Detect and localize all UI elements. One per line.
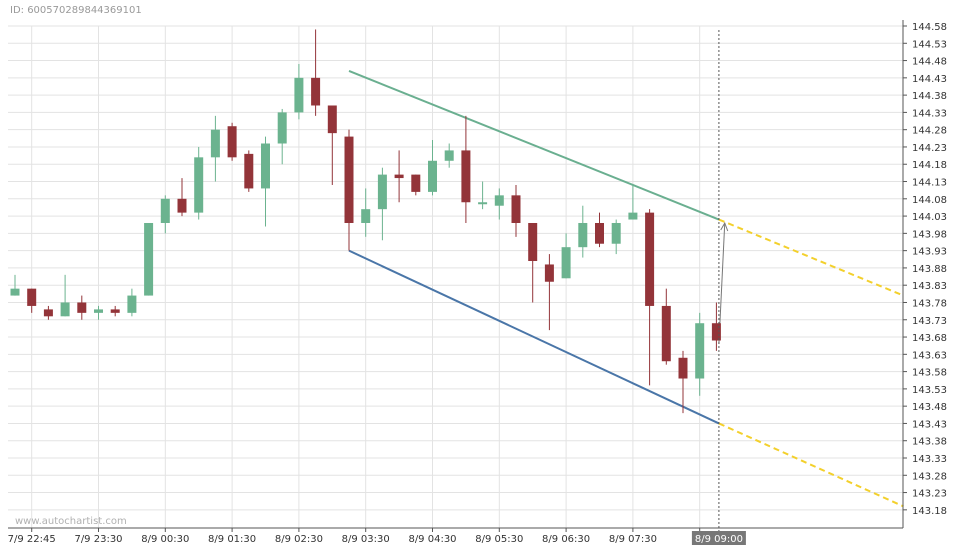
x-tick-label: 8/9 07:30: [609, 534, 657, 545]
y-tick-label: 144.18: [912, 160, 947, 171]
y-tick-label: 143.88: [912, 264, 947, 275]
y-tick-label: 143.18: [912, 506, 947, 517]
candle-body: [60, 302, 70, 317]
x-tick-label: 8/9 06:30: [542, 534, 590, 545]
y-tick-label: 143.83: [912, 281, 947, 292]
y-tick-label: 144.53: [912, 39, 947, 50]
grid: [8, 25, 903, 528]
upper-projection-line: [718, 218, 904, 297]
candle-body: [327, 105, 337, 134]
x-tick-label: 7/9 23:30: [74, 534, 122, 545]
cursor-label: 8/9 09:00: [695, 534, 743, 545]
y-tick-label: 143.68: [912, 333, 947, 344]
y-tick-label: 143.43: [912, 419, 947, 430]
candle-body: [311, 77, 321, 106]
chart-id-label: ID: 600570289844369101: [10, 5, 142, 16]
candle-body: [127, 295, 137, 313]
candle-body: [645, 212, 655, 306]
y-tick-label: 144.38: [912, 91, 947, 102]
candle-body: [210, 129, 220, 158]
y-tick-label: 144.13: [912, 178, 947, 189]
candle-body: [294, 77, 304, 113]
candle-body: [678, 357, 688, 379]
y-tick-label: 143.23: [912, 489, 947, 500]
candle-body: [361, 209, 371, 223]
cursor: 8/9 09:00: [691, 30, 746, 545]
candle-body: [27, 288, 37, 306]
upper-channel-line: [348, 70, 720, 221]
candle-body: [711, 323, 721, 341]
y-tick-label: 143.38: [912, 437, 947, 448]
candle-body: [110, 309, 120, 313]
candle-body: [244, 153, 254, 189]
candle-body: [511, 195, 521, 223]
candle-body: [611, 222, 621, 244]
candle-body: [528, 222, 538, 262]
candle-body: [43, 309, 53, 317]
y-tick-label: 144.43: [912, 74, 947, 85]
lower-projection-line: [718, 422, 904, 508]
candle-body: [227, 126, 237, 158]
candle-body: [177, 198, 187, 213]
x-tick-label: 8/9 04:30: [408, 534, 456, 545]
y-tick-label: 143.63: [912, 350, 947, 361]
candle-body: [428, 160, 437, 192]
candle-body: [394, 174, 404, 179]
y-tick-label: 143.33: [912, 454, 947, 465]
candle-body: [344, 136, 354, 223]
candle-body: [628, 212, 638, 220]
y-tick-label: 143.53: [912, 385, 947, 396]
candle-body: [160, 198, 170, 223]
target-arrow-head: [720, 221, 729, 232]
candle-body: [144, 222, 154, 296]
candle-body: [544, 264, 554, 282]
y-tick-label: 144.48: [912, 57, 947, 68]
y-tick-label: 143.78: [912, 298, 947, 309]
x-tick-label: 8/9 03:30: [342, 534, 390, 545]
x-tick-label: 8/9 00:30: [141, 534, 189, 545]
candle-body: [277, 112, 287, 144]
y-tick-label: 143.98: [912, 229, 947, 240]
y-tick-label: 144.33: [912, 108, 947, 119]
x-tick-label: 8/9 01:30: [208, 534, 256, 545]
y-tick-label: 143.58: [912, 368, 947, 379]
candle-body: [461, 150, 471, 203]
candle-body: [695, 323, 705, 379]
candle-body: [77, 302, 87, 313]
candle-body: [261, 143, 270, 189]
lower-channel-line: [348, 249, 720, 425]
cursor-label-bg: [691, 531, 746, 545]
x-tick-label: 8/9 05:30: [475, 534, 523, 545]
watermark: www.autochartist.com: [15, 516, 127, 527]
candle-body: [661, 305, 671, 362]
candle-body: [94, 309, 103, 313]
y-tick-label: 144.08: [912, 195, 947, 206]
y-tick-label: 143.73: [912, 316, 947, 327]
candle-body: [561, 247, 571, 279]
candle-body: [578, 222, 588, 248]
y-tick-label: 143.93: [912, 247, 947, 258]
candle-body: [494, 195, 504, 206]
x-tick-label: 8/9 02:30: [275, 534, 323, 545]
candles: [10, 29, 721, 414]
y-axis: 143.18 143.23 143.28 143.33 143.38 143.43 143.…: [902, 20, 947, 528]
candle-body: [10, 288, 20, 296]
y-tick-label: 144.03: [912, 212, 947, 223]
candle-body: [411, 174, 421, 192]
candle-body: [194, 157, 204, 213]
candle-body: [377, 174, 387, 210]
y-tick-label: 144.58: [912, 22, 947, 33]
y-tick-label: 144.28: [912, 126, 947, 137]
x-axis: 7/9 22:45 7/9 23:30 8/9 00:30 8/9 01:30 8/9 …: [8, 527, 903, 545]
candle-body: [444, 150, 454, 161]
pattern-lines: [348, 70, 904, 508]
candle-body: [478, 202, 488, 205]
x-tick-label: 7/9 22:45: [8, 534, 56, 545]
y-tick-label: 144.23: [912, 143, 947, 154]
candle-body: [595, 222, 604, 244]
y-tick-label: 143.28: [912, 471, 947, 482]
y-tick-label: 143.48: [912, 402, 947, 413]
